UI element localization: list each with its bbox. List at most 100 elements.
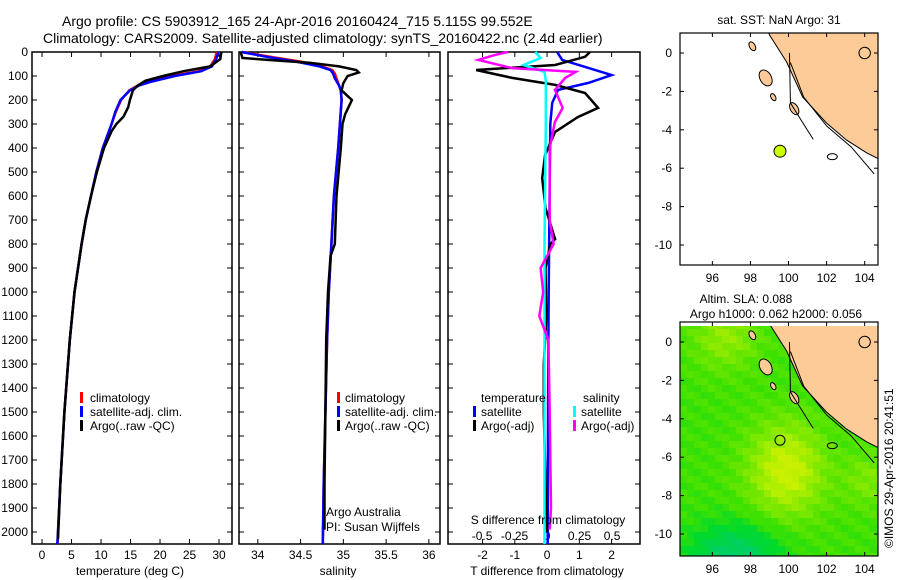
legend-swatch-climatology [80,392,83,403]
sla-cell [694,343,701,350]
legend-swatch-t-satellite [473,406,476,417]
sla-cell [694,385,701,392]
sla-cell [841,518,848,525]
sla-cell [771,441,778,448]
sla-cell [820,504,827,511]
sla-cell [708,518,715,525]
sla-cell [736,378,743,385]
legend-swatch-climatology [337,392,340,403]
y-tick-label: 800 [8,237,28,251]
sla-cell [694,490,701,497]
sla-cell [785,371,792,378]
sla-cell [799,434,806,441]
sla-cell [827,490,834,497]
sla-cell [729,511,736,518]
sla-cell [722,553,729,556]
sla-cell [729,476,736,483]
sla-cell [813,532,820,539]
sla-cell [820,539,827,546]
sla-cell [764,326,771,329]
sla-cell [785,532,792,539]
sla-cell [778,392,785,399]
sla-cell [876,532,878,539]
sla-cell [729,518,736,525]
sla-cell [715,392,722,399]
sla-cell [855,539,862,546]
sla-cell [848,553,855,556]
panel-temperature: 0 5 10 15 20 25 300100200300400500600700800900… [1,45,233,562]
sla-cell [792,546,799,553]
sla-cell [680,476,687,483]
legend-label: Argo(-adj) [481,419,534,433]
sla-cell [708,483,715,490]
x-tick-label: 0 [544,548,551,562]
sla-cell [848,483,855,490]
legend-heading-salinity: salinity [583,391,620,405]
sla-cell [785,434,792,441]
sla-cell [778,462,785,469]
sla-cell [785,455,792,462]
sla-cell [764,476,771,483]
sla-cell [848,455,855,462]
sla-cell [757,350,764,357]
sla-cell [876,539,878,546]
sla-cell [820,434,827,441]
sla-cell [764,329,771,336]
sla-cell [729,336,736,343]
sla-cell [750,326,757,329]
sla-cell [680,378,687,385]
sla-cell [757,518,764,525]
sla-cell [869,476,876,483]
sla-cell [694,532,701,539]
map-area [680,33,878,265]
sla-cell [687,350,694,357]
sla-cell [778,490,785,497]
sla-cell [715,518,722,525]
sla-cell [757,504,764,511]
sla-cell [729,385,736,392]
sla-cell [680,441,687,448]
sla-cell [792,441,799,448]
legend-label: satellite [581,405,622,419]
sla-cell [680,546,687,553]
legend-temperature: climatology satellite-adj. clim. Argo(..… [80,391,182,433]
map-bottom-title-line1: Altim. SLA: 0.088 [700,292,793,306]
sla-cell [743,448,750,455]
sla-cell [848,511,855,518]
sla-cell [750,497,757,504]
sla-cell [743,371,750,378]
s-tick-label: -0.5 [472,529,493,543]
sla-cell [757,371,764,378]
legend-label: Argo(..raw -QC) [345,419,430,433]
sla-cell [743,462,750,469]
sla-cell [722,434,729,441]
sla-cell [757,406,764,413]
sla-cell [743,476,750,483]
sla-cell [729,413,736,420]
map-x-tick-label: 98 [744,271,758,285]
sla-cell [862,455,869,462]
sla-cell [862,497,869,504]
sla-cell [736,392,743,399]
sla-cell [876,553,878,556]
sla-cell [750,378,757,385]
sla-cell [701,357,708,364]
sla-cell [757,462,764,469]
sla-cell [708,532,715,539]
sla-cell [680,343,687,350]
sla-cell [778,448,785,455]
sla-cell [680,357,687,364]
sla-cell [813,511,820,518]
sla-cell [729,350,736,357]
sla-cell [736,357,743,364]
x-tick-label: 34 [251,548,265,562]
legend-label: Argo(-adj) [581,419,634,433]
sla-cell [708,329,715,336]
sla-cell [743,392,750,399]
sla-cell [736,539,743,546]
sla-cell [722,326,729,329]
sla-cell [708,490,715,497]
sla-cell [778,378,785,385]
sla-cell [806,483,813,490]
